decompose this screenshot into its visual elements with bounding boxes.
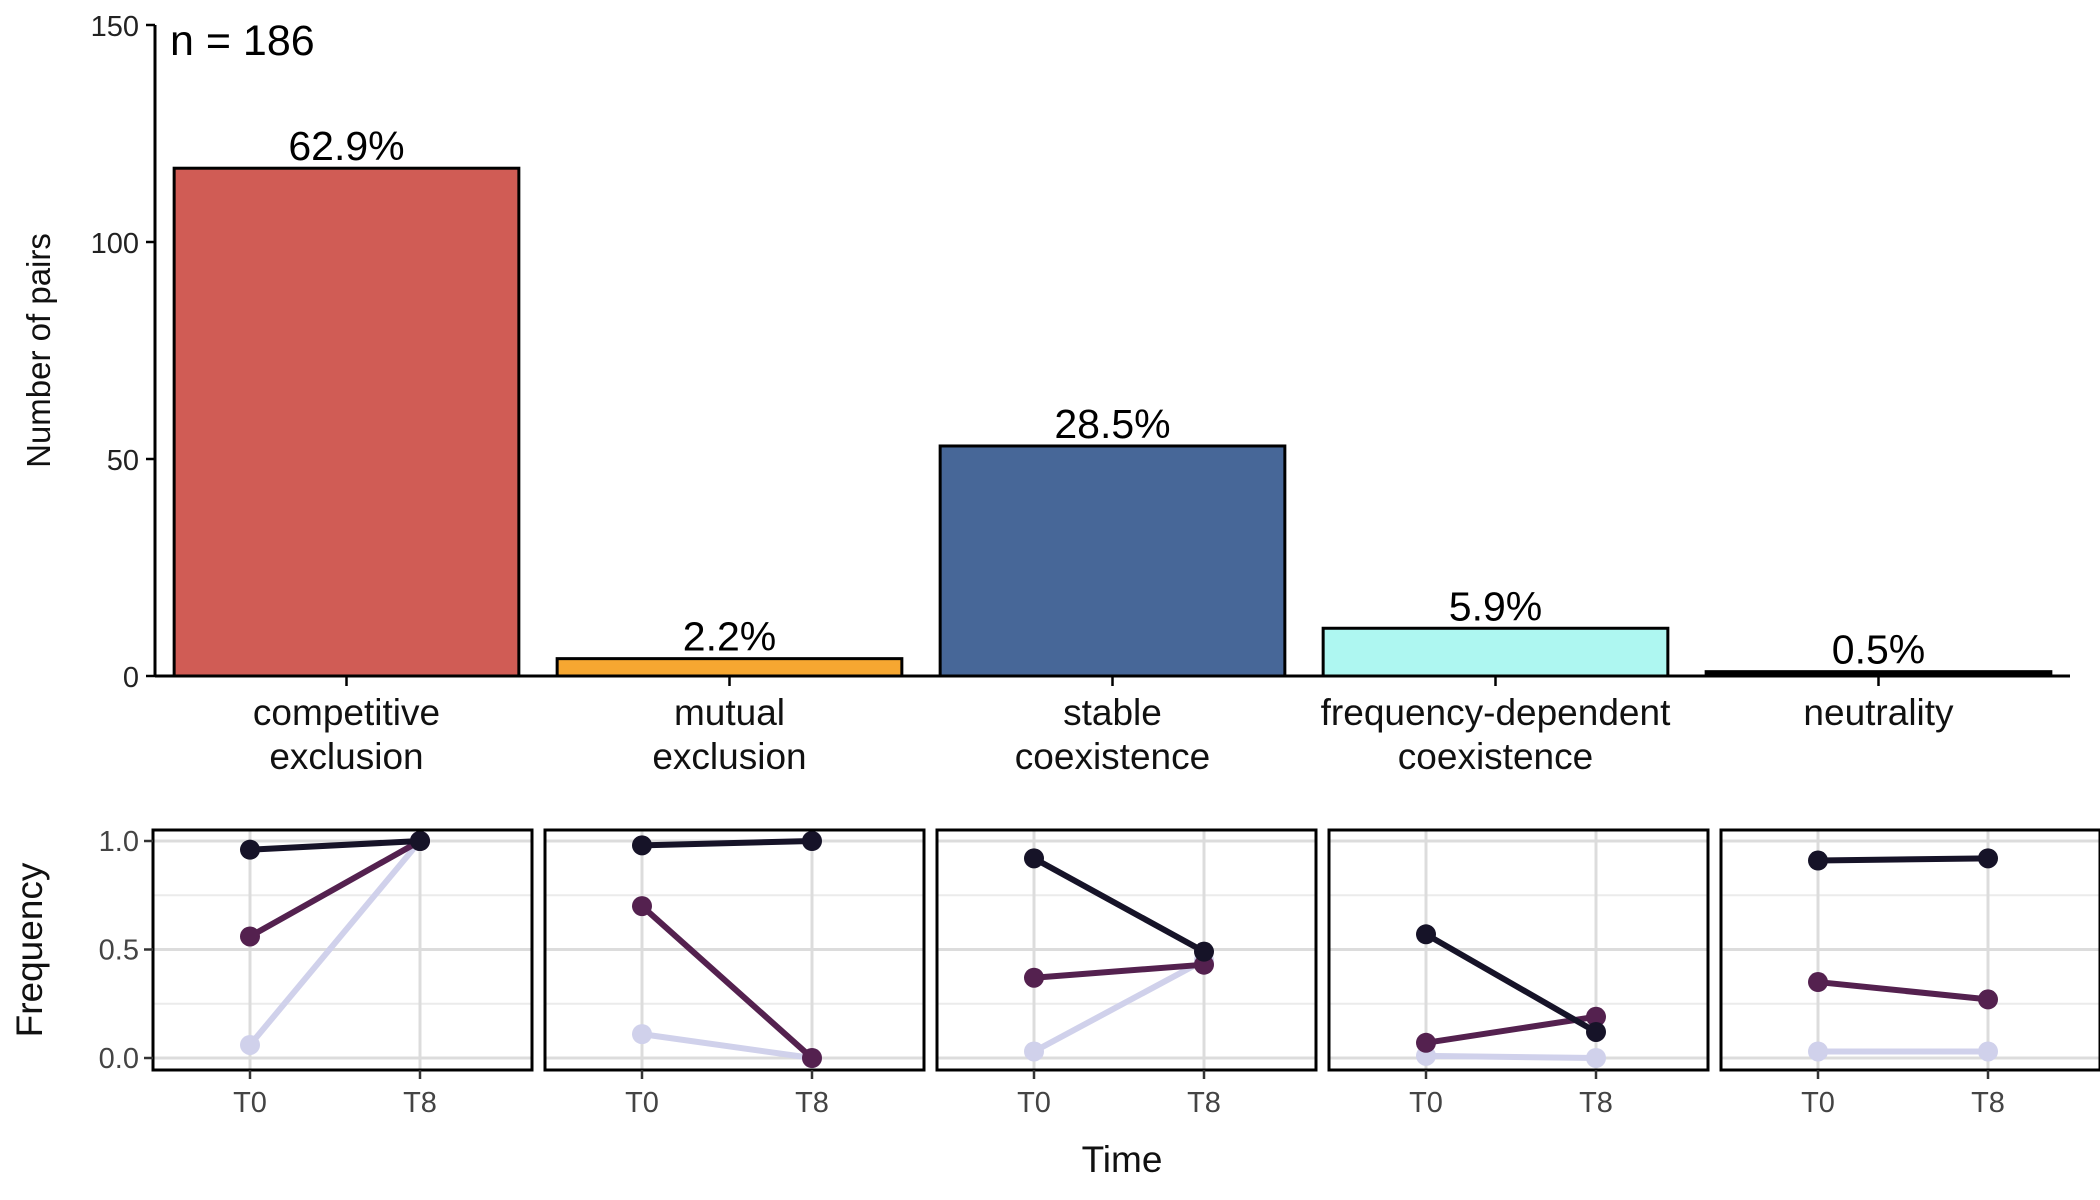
series-point <box>1978 1041 1998 1062</box>
x-tick-label: T0 <box>1409 1087 1443 1119</box>
series-point <box>1808 1041 1828 1062</box>
frequency-panels: Frequency Time T0 T8 0.0 0.5 1.0 T0 T8 T0 T8 T0 T8… <box>9 826 2100 1180</box>
series-line <box>641 838 813 849</box>
panel-border <box>1327 828 1710 1072</box>
series-line <box>1425 1013 1597 1046</box>
series-line <box>1032 855 1206 955</box>
panel-border <box>1719 828 2100 1072</box>
x-tick-label: T0 <box>1017 1087 1051 1119</box>
x-tick-label: neutrality <box>1803 692 1954 733</box>
x-tick-label: T0 <box>1801 1087 1835 1119</box>
series-line <box>1424 931 1598 1035</box>
panel-border <box>543 828 926 1072</box>
series-point <box>1808 972 1828 993</box>
bar-chart: Number of pairs n = 186 0 50 100 150 62.9% 2… <box>20 11 2070 777</box>
y-tick-label: 100 <box>91 228 139 260</box>
series-point <box>240 926 260 947</box>
panel: T0 T8 0.0 0.5 1.0 <box>99 826 534 1119</box>
x-tick-label: T8 <box>1187 1087 1221 1119</box>
bar-value-label: 2.2% <box>683 614 776 660</box>
bar-value-labels: 62.9% 2.2% 28.5% 5.9% 0.5% <box>288 123 1925 672</box>
x-tick-label: exclusion <box>652 736 806 777</box>
panel: T0 T8 <box>935 828 1318 1119</box>
bar <box>938 444 1287 678</box>
x-tick-label: coexistence <box>1015 736 1210 777</box>
bar-x-axis: competitiveexclusionmutualexclusionstabl… <box>253 676 1954 777</box>
series-point <box>1024 848 1044 869</box>
bar <box>1321 626 1670 678</box>
series-line <box>641 1031 813 1061</box>
x-tick-label: T8 <box>1971 1087 2005 1119</box>
series-point <box>632 1024 652 1045</box>
x-tick-label: T8 <box>1579 1087 1613 1119</box>
series-point <box>1194 941 1214 962</box>
series-point <box>1416 1032 1436 1053</box>
series-point <box>632 835 652 856</box>
panel: T0 T8 <box>543 828 926 1119</box>
sample-size-annotation: n = 186 <box>170 17 315 65</box>
x-tick-label: exclusion <box>269 736 423 777</box>
series-point <box>1024 967 1044 988</box>
series-point <box>240 1034 260 1055</box>
series-point <box>1416 924 1436 945</box>
series-line <box>248 838 422 940</box>
series-line <box>1032 957 1206 1055</box>
y-tick-label: 0.0 <box>99 1043 139 1075</box>
series-line <box>640 903 814 1061</box>
y-tick-label: 50 <box>107 445 139 477</box>
y-tick-label: 0 <box>123 662 139 694</box>
bar-value-label: 62.9% <box>288 123 404 169</box>
y-tick-label: 1.0 <box>99 826 139 858</box>
series-line <box>249 838 421 853</box>
series-point <box>1024 1041 1044 1062</box>
series-point <box>410 831 430 851</box>
bar-value-label: 28.5% <box>1054 401 1170 447</box>
series-line <box>1817 979 1989 1003</box>
series-point <box>240 839 260 860</box>
x-tick-label: T0 <box>625 1087 659 1119</box>
bar-value-label: 0.5% <box>1832 627 1925 673</box>
series-point <box>1978 989 1998 1010</box>
x-tick-label: T0 <box>233 1087 267 1119</box>
series-point <box>802 831 822 851</box>
series-point <box>1808 850 1828 871</box>
series-point <box>802 1048 822 1068</box>
x-tick-label: T8 <box>403 1087 437 1119</box>
panel: T0 T8 <box>1327 828 1710 1119</box>
series-point <box>632 896 652 917</box>
series-line <box>247 839 423 1047</box>
series-point <box>1586 1006 1606 1027</box>
x-tick-label: stable <box>1063 692 1162 733</box>
bars <box>172 166 2053 678</box>
series-line <box>1817 855 1989 864</box>
bar <box>172 166 521 678</box>
frequency-y-axis-label: Frequency <box>9 862 50 1037</box>
series-line <box>1425 1052 1597 1061</box>
x-tick-label: frequency-dependent <box>1321 692 1671 733</box>
series-line <box>1033 961 1205 981</box>
panel-border <box>935 828 1318 1072</box>
bar-y-axis-label: Number of pairs <box>20 233 57 468</box>
panels: T0 T8 0.0 0.5 1.0 T0 T8 T0 T8 T0 T8 T0 T8 <box>99 826 2100 1119</box>
series-point <box>1978 848 1998 869</box>
series-point <box>1586 1021 1606 1042</box>
y-tick-label: 0.5 <box>99 935 139 967</box>
x-tick-label: coexistence <box>1398 736 1593 777</box>
panel: T0 T8 <box>1719 828 2100 1119</box>
x-tick-label: competitive <box>253 692 440 733</box>
bar-value-label: 5.9% <box>1449 583 1542 629</box>
time-x-axis-label: Time <box>1082 1139 1163 1180</box>
y-tick-label: 150 <box>91 11 139 43</box>
x-tick-label: T8 <box>795 1087 829 1119</box>
bar <box>555 657 904 678</box>
x-tick-label: mutual <box>674 692 785 733</box>
series-point <box>1586 1048 1606 1068</box>
